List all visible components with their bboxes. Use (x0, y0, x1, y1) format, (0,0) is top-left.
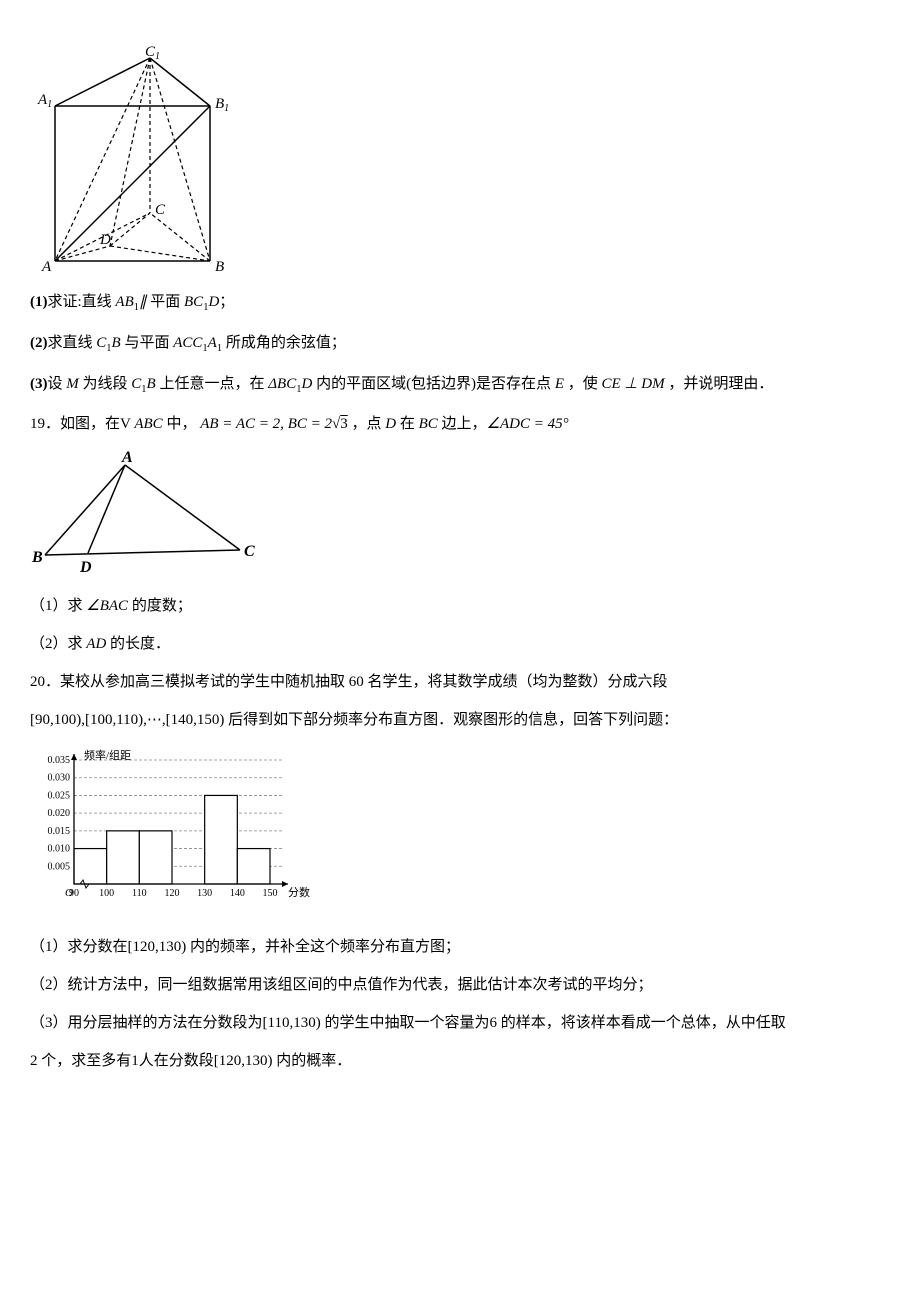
q18-part1-prefix: (1) (30, 294, 48, 310)
svg-text:100: 100 (99, 888, 114, 899)
svg-text:B: B (215, 259, 224, 275)
q19-part2-prefix: （2） (30, 636, 68, 652)
svg-text:0.010: 0.010 (48, 844, 71, 855)
svg-text:110: 110 (132, 888, 147, 899)
q19-part1: （1）求 ∠BAC 的度数； (30, 594, 890, 618)
q19-text3: ，点 (348, 416, 386, 432)
q20-part3-line1: （3）用分层抽样的方法在分数段为[110,130) 的学生中抽取一个容量为6 的… (30, 1011, 890, 1035)
svg-text:A: A (41, 259, 52, 275)
q18-part3-text: 设 (48, 376, 67, 392)
svg-text:D: D (99, 232, 111, 248)
q18-part1-tail: ； (219, 294, 234, 310)
prism-svg: C1 A1 B1 C D A B (30, 46, 240, 276)
q18-part3-text3: 上任意一点，在 (156, 376, 269, 392)
q20-text2: 名学生，将其数学成绩（均为整数）分成六段 (364, 674, 668, 690)
q19-part1-text: 求 (68, 598, 87, 614)
q18-part3-prefix: (3) (30, 376, 48, 392)
q20-text1: 某校从参加高三模拟考试的学生中随机抽取 (60, 674, 349, 690)
triangle-svg: A B C D (30, 450, 260, 580)
svg-text:0.005: 0.005 (48, 862, 71, 873)
q20-text3: 后得到如下部分频率分布直方图．观察图形的信息，回答下列问题： (224, 712, 678, 728)
q20-part1: （1）求分数在[120,130) 内的频率，并补全这个频率分布直方图； (30, 935, 890, 959)
triangle-figure: A B C D (30, 450, 890, 580)
q20-part2-text: 统计方法中，同一组数据常用该组区间的中点值作为代表，据此估计本次考试的平均分； (68, 977, 653, 993)
q20-part2-prefix: （2） (30, 977, 68, 993)
svg-text:C: C (244, 543, 255, 560)
svg-text:130: 130 (197, 888, 212, 899)
q20-part1-prefix: （1） (30, 939, 68, 955)
svg-text:120: 120 (165, 888, 180, 899)
svg-text:0.025: 0.025 (48, 791, 71, 802)
svg-text:O: O (65, 887, 73, 899)
q18-part1: (1)求证:直线 AB1∥ 平面 BC1D； (30, 290, 890, 317)
q18-part3-text5: ，使 (564, 376, 602, 392)
q20-part2: （2）统计方法中，同一组数据常用该组区间的中点值作为代表，据此估计本次考试的平均… (30, 973, 890, 997)
q20-n60: 60 (349, 674, 364, 690)
q19-text5: 边上， (438, 416, 487, 432)
q19-num: 19． (30, 416, 60, 432)
svg-text:B1: B1 (215, 96, 229, 114)
q18-part2-tail: 所成角的余弦值； (222, 335, 346, 351)
q19-part1-tail: 的度数； (128, 598, 192, 614)
q18-part3-text4: 内的平面区域(包括边界)是否存在点 (312, 376, 555, 392)
svg-text:0.020: 0.020 (48, 809, 71, 820)
q18-part2-text2: 与平面 (121, 335, 174, 351)
q20-stem-line2: [90,100),[100,110),⋯,[140,150) 后得到如下部分频率… (30, 708, 890, 732)
q19-text1: 如图，在 (60, 416, 120, 432)
q18-part2: (2)求直线 C1B 与平面 ACC1A1 所成角的余弦值； (30, 331, 890, 358)
q20-stem-line1: 20．某校从参加高三模拟考试的学生中随机抽取 60 名学生，将其数学成绩（均为整… (30, 670, 890, 694)
svg-text:C1: C1 (145, 46, 160, 62)
q18-part3-text6: ，并说明理由． (665, 376, 774, 392)
q20-part3-prefix: （3） (30, 1015, 68, 1031)
svg-text:B: B (31, 549, 43, 566)
q20-part1-text: 求分数在 (68, 939, 128, 955)
svg-text:0.030: 0.030 (48, 773, 71, 784)
q19-part2-tail: 的长度． (106, 636, 170, 652)
q20-num: 20． (30, 674, 60, 690)
q20-part3-line2: 2 个，求至多有1人在分数段[120,130) 内的概率． (30, 1049, 890, 1073)
q18-part1-text2: 平面 (147, 294, 185, 310)
histogram-svg: 0.0050.0100.0150.0200.0250.0300.03590100… (30, 746, 330, 921)
prism-figure: C1 A1 B1 C D A B (30, 46, 890, 276)
svg-text:0.035: 0.035 (48, 755, 71, 766)
q18-part1-text: 求证:直线 (48, 294, 116, 310)
svg-text:A: A (121, 450, 133, 466)
svg-text:140: 140 (230, 888, 245, 899)
q20-part3-text2: 的学生中抽取一个容量为 (321, 1015, 490, 1031)
q18-part3: (3)设 M 为线段 C1B 上任意一点，在 ΔBC1D 内的平面区域(包括边界… (30, 372, 890, 399)
q18-part2-text: 求直线 (48, 335, 97, 351)
svg-text:频率/组距: 频率/组距 (84, 748, 131, 762)
svg-text:150: 150 (263, 888, 278, 899)
svg-text:分数: 分数 (288, 886, 310, 899)
q20-part3-line2-n1: 1 (131, 1053, 139, 1069)
q18-part3-text2: 为线段 (79, 376, 132, 392)
q20-part3-line2-text1: 个，求至多有 (38, 1053, 132, 1069)
q19-text4: 在 (396, 416, 419, 432)
q19-part2: （2）求 AD 的长度． (30, 632, 890, 656)
q18-part2-prefix: (2) (30, 335, 48, 351)
svg-text:A1: A1 (37, 92, 52, 110)
svg-text:0.015: 0.015 (48, 826, 71, 837)
q20-part1-tail: 内的频率，并补全这个频率分布直方图； (186, 939, 460, 955)
svg-text:C: C (155, 202, 166, 218)
q19-text2: 中， (163, 416, 201, 432)
q20-part3-text3: 的样本，将该样本看成一个总体，从中任取 (497, 1015, 786, 1031)
q20-part3-line2-n2: 2 (30, 1053, 38, 1069)
q19-part1-prefix: （1） (30, 598, 68, 614)
q19-stem: 19．如图，在V ABC 中， AB = AC = 2, BC = 2√3 ，点… (30, 412, 890, 436)
q19-part2-text: 求 (68, 636, 87, 652)
q20-part3-n6: 6 (489, 1015, 497, 1031)
q20-part3-line2-tail: 内的概率． (273, 1053, 352, 1069)
q20-part3-line2-text2: 人在分数段 (139, 1053, 214, 1069)
histogram-figure: 0.0050.0100.0150.0200.0250.0300.03590100… (30, 746, 890, 921)
svg-text:D: D (79, 559, 92, 576)
q20-part3-text1: 用分层抽样的方法在分数段为 (68, 1015, 263, 1031)
